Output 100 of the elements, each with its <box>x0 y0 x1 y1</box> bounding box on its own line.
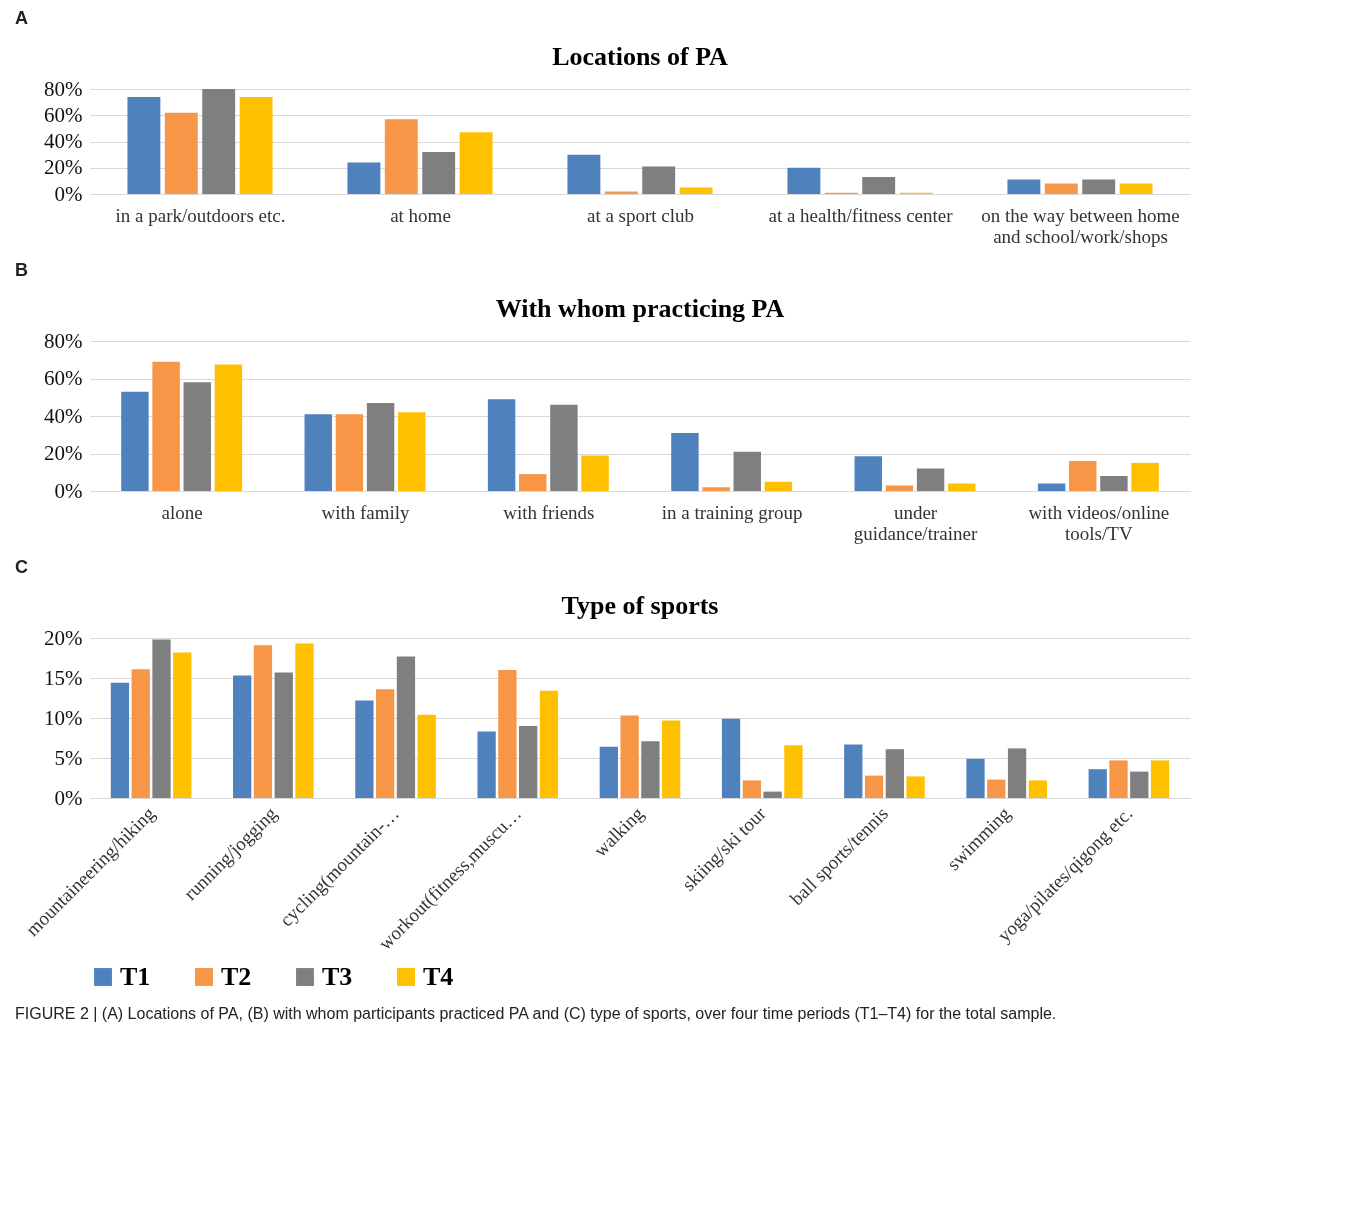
bar <box>702 487 730 491</box>
bar <box>183 382 211 491</box>
text: C <box>15 557 28 577</box>
bar <box>398 412 426 491</box>
y-tick-label: 5% <box>54 745 83 770</box>
bar <box>202 89 236 194</box>
bar <box>733 451 761 491</box>
bar <box>966 758 985 798</box>
bar <box>239 96 273 194</box>
x-tick-label: with friends <box>503 501 595 523</box>
bar <box>477 731 496 798</box>
bar <box>1044 183 1078 194</box>
bar <box>620 715 639 798</box>
y-tick-label: 0% <box>54 478 83 503</box>
bar <box>1131 462 1159 491</box>
bar <box>844 744 863 798</box>
bar <box>335 414 364 491</box>
x-tick-label: alone <box>161 501 203 523</box>
x-tick-label: with videos/online tools/TV <box>1028 501 1170 544</box>
y-tick-label: 40% <box>44 403 83 428</box>
bar <box>885 485 914 491</box>
bar <box>519 474 547 491</box>
caption: FIGURE 2 | (A) Locations of PA, (B) with whom participants practiced PA and (C) type of sports, over four time periods (T1–T4) for the total sample. <box>15 1005 1057 1022</box>
bar <box>604 191 638 194</box>
y-tick-label: 0% <box>54 785 83 810</box>
bar <box>152 639 171 798</box>
bar <box>581 455 609 491</box>
bar <box>173 652 192 798</box>
bar <box>916 468 945 491</box>
y-tick-label: 60% <box>44 102 83 127</box>
text: B <box>15 260 28 280</box>
bar <box>384 119 418 194</box>
bar <box>519 726 538 798</box>
y-tick-label: 10% <box>44 705 83 730</box>
bar <box>1119 183 1153 194</box>
bar <box>164 112 198 194</box>
x-tick-label: under guidance/trainer <box>853 501 978 544</box>
y-tick-label: 20% <box>44 155 83 180</box>
bar <box>487 399 516 491</box>
bar <box>787 167 821 194</box>
bar <box>864 775 884 798</box>
bar <box>1069 461 1097 491</box>
bar <box>679 187 713 194</box>
bar <box>987 779 1006 798</box>
bar <box>233 675 252 798</box>
bar <box>417 714 436 798</box>
bar <box>599 746 618 798</box>
bar <box>539 690 559 798</box>
bar <box>1028 780 1047 798</box>
bar <box>1130 771 1149 798</box>
bar <box>121 391 149 491</box>
bar <box>355 700 374 798</box>
x-tick-label: with family <box>321 501 411 523</box>
bar <box>550 404 578 491</box>
bar <box>498 670 517 798</box>
bar <box>422 152 456 194</box>
legend-label: T3 <box>322 962 353 991</box>
bar <box>1007 179 1041 194</box>
x-tick-label: at a sport club <box>586 204 695 226</box>
bar <box>131 669 150 798</box>
bar <box>152 361 180 491</box>
bar <box>641 741 660 798</box>
bar <box>862 176 896 194</box>
y-tick-label: 80% <box>44 76 83 101</box>
bar <box>1100 476 1128 491</box>
bar <box>671 432 699 491</box>
bar <box>274 672 293 798</box>
bar <box>214 364 243 491</box>
bar <box>784 745 803 798</box>
y-tick-label: 20% <box>44 441 83 465</box>
x-tick-label: in a park/outdoors etc. <box>115 204 286 226</box>
legend-label: T1 <box>120 962 151 991</box>
y-tick-label: 20% <box>44 625 83 650</box>
bar <box>1082 179 1116 194</box>
bar <box>110 682 130 798</box>
bar <box>1037 483 1066 491</box>
y-tick-label: 60% <box>44 366 83 390</box>
bar <box>763 791 782 798</box>
bar <box>885 749 904 798</box>
x-tick-label: in a training group <box>661 501 803 523</box>
y-tick-label: 40% <box>44 129 83 153</box>
chart-title: Type of sports <box>561 591 719 620</box>
bar <box>948 483 976 491</box>
y-tick-label: 80% <box>44 328 83 353</box>
x-tick-label: at a health/fitness center <box>768 204 954 226</box>
x-tick-label: at home <box>390 204 451 226</box>
bar <box>906 776 925 798</box>
legend-label: T4 <box>423 962 454 991</box>
bar <box>764 481 793 491</box>
bar <box>854 456 882 491</box>
bar <box>662 720 681 798</box>
bar <box>1150 760 1170 798</box>
bar <box>366 402 395 491</box>
bar <box>1109 760 1128 798</box>
bar <box>642 166 676 194</box>
y-tick-label: 0% <box>54 181 83 206</box>
bar <box>295 643 314 798</box>
bar <box>1007 748 1027 798</box>
bar <box>1088 769 1107 798</box>
x-tick-label: on the way between home and school/work/shops <box>981 204 1180 247</box>
